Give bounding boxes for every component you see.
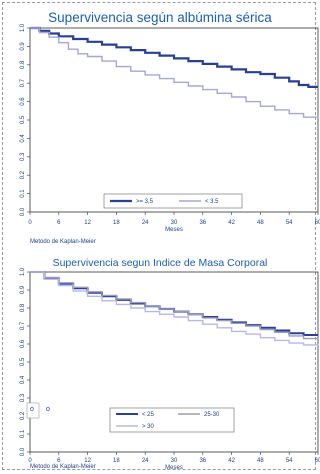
c1-stray-mark-1: o: [30, 406, 34, 413]
c0-xtick-label-36: 36: [199, 220, 206, 226]
c1-ytick-label-0.8: 0.8: [20, 303, 26, 312]
c1-xtick-label-30: 30: [171, 458, 178, 464]
chart-title-imc: Supervivencia segun Indice de Masa Corpo…: [52, 257, 268, 269]
c0-ytick-label-0.6: 0.6: [20, 97, 26, 106]
c1-x-axis-title: Meses: [165, 465, 183, 471]
c0-series-line-2: [30, 27, 319, 119]
c1-series-line-1: [30, 271, 318, 336]
c1-ytick-label-1.0: 1.0: [20, 267, 26, 276]
c1-xtick-label-12: 12: [84, 458, 91, 464]
c0-ytick-label-1.0: 1.0: [20, 23, 26, 32]
chart-imc: 0.0 0.1 0.2 0.3 0.4 0.5 0.6 0.7 0.8 0.9 1.0 0 6 12 18 2…: [0, 250, 320, 474]
c0-ytick-label-0.9: 0.9: [20, 42, 26, 51]
c1-ytick-label-0.3: 0.3: [20, 393, 26, 402]
c1-xtick-label-60: 60: [315, 458, 320, 464]
c0-ytick-label-0.4: 0.4: [20, 134, 26, 143]
c1-ytick-label-0.2: 0.2: [20, 411, 26, 420]
c1-ytick-label-0.9: 0.9: [20, 285, 26, 294]
c1-xtick-label-6: 6: [57, 458, 61, 464]
c0-x-axis-title: Meses: [165, 227, 183, 233]
c1-ytick-label-0.6: 0.6: [20, 339, 26, 348]
figure-frame: [2, 2, 316, 470]
c0-ytick-label-0.0: 0.0: [20, 207, 26, 216]
c0-legend-label-2: < 3.5: [205, 199, 219, 205]
c1-legend-box: [109, 407, 235, 433]
c0-xtick-label-12: 12: [84, 220, 91, 226]
c1-ytick-label-0.0: 0.0: [20, 447, 26, 456]
c1-legend-label-1: < 25: [142, 412, 155, 418]
c0-ytick-label-0.3: 0.3: [20, 152, 26, 161]
c1-legend-label-3: > 30: [142, 424, 155, 430]
c1-legend-label-2: 25-30: [204, 412, 220, 418]
chart-albumina-svg: 0.0 0.1 0.2 0.3 0.4 0.5 0.6 0.7 0.8 0.9 1.0 0 6 12 18 2…: [20, 23, 320, 233]
c1-xtick-label-24: 24: [142, 458, 149, 464]
footnote-method-albumina: Metodo de Kaplan-Meier: [30, 239, 96, 245]
c0-ytick-label-0.5: 0.5: [20, 115, 26, 124]
c0-xtick-label-30: 30: [171, 220, 178, 226]
c1-xtick-label-42: 42: [228, 458, 235, 464]
c0-series-line-1: [30, 26, 318, 88]
c1-xtick-label-48: 48: [257, 458, 264, 464]
c0-xtick-label-0: 0: [28, 220, 32, 226]
chart-imc-svg: 0.0 0.1 0.2 0.3 0.4 0.5 0.6 0.7 0.8 0.9 1.0 0 6 12 18 2…: [20, 267, 320, 471]
chart-title-albumina: Supervivencia según albúmina sérica: [48, 10, 272, 25]
c0-xtick-label-24: 24: [142, 220, 149, 226]
footnote-method-imc: Metodo de Kaplan-Meier: [30, 464, 96, 470]
c1-series-line-3: [30, 271, 319, 346]
c1-xtick-label-54: 54: [286, 458, 293, 464]
c0-xtick-label-42: 42: [228, 220, 235, 226]
c0-legend-label-1: >= 3,5: [136, 199, 154, 205]
c0-ytick-label-0.2: 0.2: [20, 170, 26, 179]
c0-ytick-label-0.8: 0.8: [20, 60, 26, 69]
c0-xtick-label-6: 6: [57, 220, 61, 226]
c0-ytick-label-0.7: 0.7: [20, 78, 26, 87]
c1-stray-mark-2: o: [46, 406, 50, 413]
c0-ytick-label-0.1: 0.1: [20, 189, 26, 198]
c1-ytick-label-0.1: 0.1: [20, 429, 26, 438]
c1-ytick-label-0.5: 0.5: [20, 357, 26, 366]
c1-xtick-label-0: 0: [28, 458, 32, 464]
c1-stray-box: [26, 402, 40, 419]
c1-xtick-label-36: 36: [199, 458, 206, 464]
c1-ytick-label-0.4: 0.4: [20, 375, 26, 384]
c0-xtick-label-48: 48: [257, 220, 264, 226]
c0-xtick-label-60: 60: [315, 220, 320, 226]
c1-series-line-2: [30, 271, 319, 340]
chart-albumina: 0.0 0.1 0.2 0.3 0.4 0.5 0.6 0.7 0.8 0.9 1.0 0 6 12 18 2…: [20, 23, 320, 233]
c0-xtick-label-54: 54: [286, 220, 293, 226]
c0-xtick-label-18: 18: [113, 220, 120, 226]
c1-ytick-label-0.7: 0.7: [20, 321, 26, 330]
c0-legend-box: [103, 193, 243, 209]
c1-xtick-label-18: 18: [113, 458, 120, 464]
